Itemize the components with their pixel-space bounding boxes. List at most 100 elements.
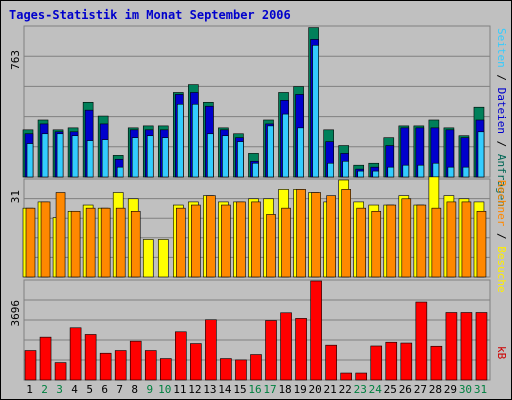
chart-title: Tages-Statistik im Monat September 2006 <box>9 8 291 22</box>
x-tick-label-day-25: 25 <box>384 383 397 396</box>
requests-bar-seiten-day-23 <box>357 170 365 178</box>
requests-bar-seiten-day-5 <box>86 140 94 178</box>
kb-y-max-label: 3696 <box>9 300 22 327</box>
x-tick-label-day-31: 31 <box>474 383 487 396</box>
requests-series-label: Seiten / Dateien / Anfragen <box>495 28 508 207</box>
visits-bar-rechner-day-6 <box>100 207 111 278</box>
series-label-part: kB <box>495 346 508 360</box>
visits-bar-rechner-day-18 <box>281 207 291 278</box>
requests-bar-seiten-day-30 <box>462 166 470 178</box>
x-tick-label-day-18: 18 <box>278 383 291 396</box>
visits-bar-rechner-day-15 <box>236 201 246 278</box>
kb-bar-kb-day-30 <box>460 312 473 381</box>
x-tick-label-day-12: 12 <box>188 383 201 396</box>
x-tick-label-day-16: 16 <box>248 383 261 396</box>
kb-bar-kb-day-23 <box>355 372 368 381</box>
requests-bar-seiten-day-4 <box>71 135 79 178</box>
kb-bar-kb-day-8 <box>129 340 142 381</box>
kb-bar-kb-day-7 <box>114 350 127 381</box>
x-tick-label-day-6: 6 <box>101 383 108 396</box>
requests-bar-seiten-day-22 <box>342 160 349 178</box>
series-label-part: / <box>495 226 508 246</box>
requests-bar-seiten-day-16 <box>252 162 259 178</box>
visits-bar-rechner-day-28 <box>431 207 442 278</box>
kb-bar-kb-day-10 <box>159 358 172 381</box>
requests-bar-seiten-day-26 <box>402 164 410 178</box>
visits-bar-rechner-day-23 <box>356 207 367 278</box>
series-label-part: Seiten <box>495 28 508 68</box>
requests-bar-seiten-day-25 <box>387 166 395 178</box>
visits-bar-rechner-day-30 <box>461 201 472 278</box>
visits-bar-rechner-day-27 <box>416 204 427 278</box>
visits-bar-rechner-day-17 <box>266 214 276 278</box>
x-tick-label-day-4: 4 <box>71 383 78 396</box>
x-tick-label-day-27: 27 <box>414 383 427 396</box>
requests-bar-seiten-day-31 <box>477 131 485 178</box>
series-label-part: Besuche <box>495 246 508 292</box>
visits-bar-rechner-day-7 <box>115 207 126 278</box>
kb-bar-kb-day-17 <box>265 320 277 381</box>
kb-bar-kb-day-22 <box>340 372 352 381</box>
visits-bar-rechner-day-4 <box>70 210 81 278</box>
chart-panels: 763 Seiten / Dateien / Anfragen 31 Rechner … <box>9 25 508 381</box>
visits-bar-rechner-day-26 <box>401 198 412 278</box>
x-tick-label-day-28: 28 <box>429 383 442 396</box>
x-tick-label-day-15: 15 <box>233 383 246 396</box>
visits-bar-rechner-day-2 <box>40 201 51 278</box>
kb-bar-kb-day-16 <box>250 354 262 381</box>
visits-series-label: Rechner / Besuche <box>495 180 508 293</box>
visits-bar-rechner-day-19 <box>296 189 306 278</box>
requests-bar-seiten-day-27 <box>417 164 425 178</box>
visits-bar-rechner-day-20 <box>311 192 321 278</box>
kb-bar-kb-day-6 <box>99 352 112 381</box>
x-tick-label-day-29: 29 <box>444 383 457 396</box>
kb-bar-kb-day-4 <box>69 327 82 381</box>
requests-bar-seiten-day-21 <box>327 162 334 178</box>
requests-bar-seiten-day-3 <box>56 133 64 178</box>
kb-bar-kb-day-11 <box>175 331 187 381</box>
x-tick-label-day-21: 21 <box>324 383 337 396</box>
requests-bar-seiten-day-9 <box>146 135 154 178</box>
visits-bar-rechner-day-3 <box>55 192 66 278</box>
requests-bar-seiten-day-12 <box>192 103 199 178</box>
x-tick-label-day-26: 26 <box>399 383 412 396</box>
requests-bar-seiten-day-19 <box>297 127 304 178</box>
requests-bar-seiten-day-14 <box>222 135 229 178</box>
kb-bar-kb-day-26 <box>400 342 413 381</box>
requests-bar-seiten-day-18 <box>282 113 289 178</box>
x-tick-label-day-22: 22 <box>339 383 352 396</box>
kb-bar-kb-day-5 <box>84 334 97 381</box>
requests-panel: 763 Seiten / Dateien / Anfragen <box>9 25 508 207</box>
x-tick-label-day-23: 23 <box>354 383 367 396</box>
visits-y-max-label: 31 <box>9 190 22 203</box>
kb-bar-kb-day-31 <box>475 312 488 381</box>
kb-bar-kb-day-18 <box>280 312 292 381</box>
x-tick-label-day-2: 2 <box>41 383 48 396</box>
visits-bar-rechner-day-16 <box>251 201 261 278</box>
x-tick-label-day-30: 30 <box>459 383 472 396</box>
series-label-part: Anfragen <box>495 154 508 207</box>
kb-bar-kb-day-27 <box>415 301 428 381</box>
kb-series-label: kB <box>495 346 508 360</box>
kb-bar-kb-day-24 <box>370 345 383 381</box>
x-tick-label-day-17: 17 <box>263 383 276 396</box>
requests-bar-seiten-day-20 <box>312 44 319 178</box>
visits-bar-rechner-day-22 <box>341 189 351 278</box>
x-tick-label-day-24: 24 <box>369 383 383 396</box>
x-tick-label-day-5: 5 <box>86 383 93 396</box>
kb-bar-kb-day-29 <box>445 312 458 381</box>
x-tick-label-day-1: 1 <box>26 383 33 396</box>
visits-bar-rechner-day-8 <box>130 210 141 278</box>
visits-bar-rechner-day-1 <box>25 207 36 278</box>
visits-bar-besuche-day-9 <box>142 239 154 278</box>
requests-bar-seiten-day-2 <box>41 133 49 178</box>
x-axis: 1 2 3 4 5 6 7 8 9 10 11 12 13 14 15 16 17 18 19 20 21 22 23 24 2… <box>26 383 487 396</box>
series-label-part: / <box>495 68 508 88</box>
kb-bar-kb-day-1 <box>24 350 37 381</box>
kb-bar-kb-day-20 <box>310 280 322 381</box>
requests-y-max-label: 763 <box>9 50 22 70</box>
requests-bar-seiten-day-11 <box>177 103 184 178</box>
kb-bar-kb-day-9 <box>144 350 157 381</box>
visits-bar-rechner-day-31 <box>476 210 487 278</box>
